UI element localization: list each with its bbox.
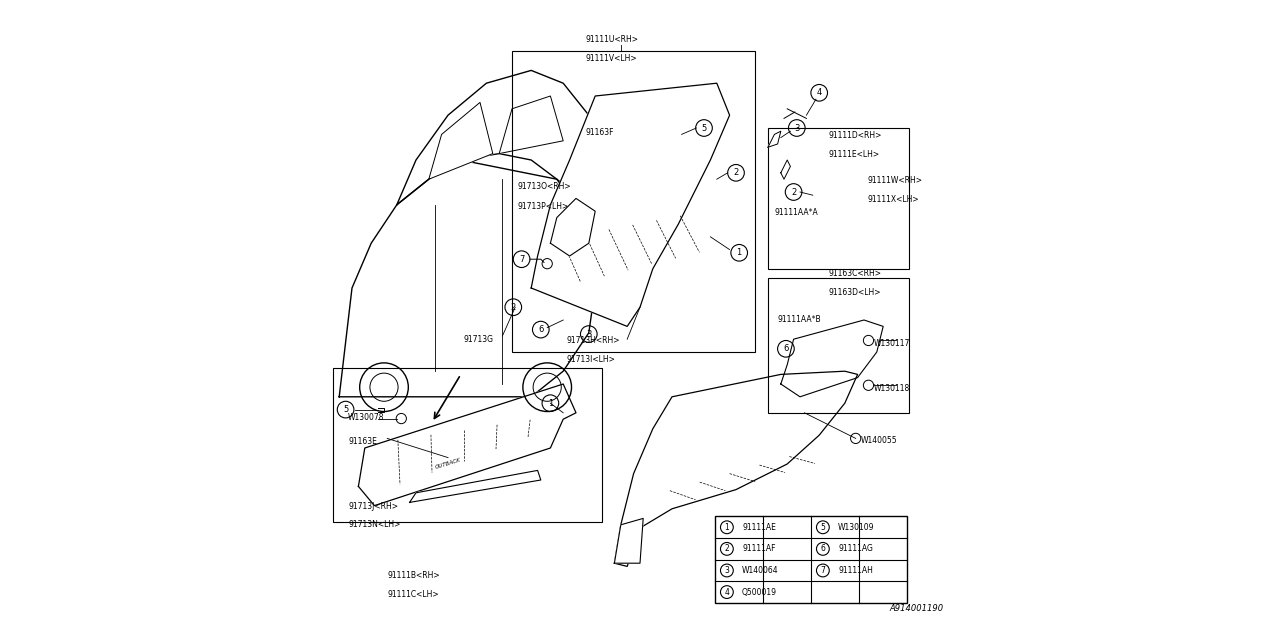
Text: 3: 3: [724, 566, 730, 575]
Polygon shape: [429, 102, 493, 179]
Text: 91111AA*B: 91111AA*B: [777, 315, 822, 324]
Bar: [768, 128, 909, 269]
Text: OUTBACK: OUTBACK: [434, 458, 462, 470]
Text: 91111C<LH>: 91111C<LH>: [387, 590, 439, 599]
Bar: [333, 368, 602, 522]
Text: 3: 3: [586, 330, 591, 339]
Text: 91111AF: 91111AF: [742, 545, 776, 554]
Polygon shape: [339, 154, 595, 397]
Text: 91713G: 91713G: [465, 335, 494, 344]
Text: 1: 1: [736, 248, 742, 257]
Text: 6: 6: [783, 344, 788, 353]
Text: W140064: W140064: [742, 566, 778, 575]
Text: 91713P<LH>: 91713P<LH>: [517, 202, 568, 211]
Text: 6: 6: [538, 325, 544, 334]
Text: 7: 7: [518, 255, 525, 264]
Polygon shape: [397, 70, 602, 205]
Text: 1: 1: [724, 523, 730, 532]
Text: 4: 4: [817, 88, 822, 97]
Text: 91163E: 91163E: [348, 437, 378, 446]
Bar: [714, 516, 906, 603]
Text: 5: 5: [820, 523, 826, 532]
Text: 5: 5: [701, 124, 707, 132]
Text: 91111W<RH>: 91111W<RH>: [868, 176, 922, 185]
Text: 91163F: 91163F: [585, 128, 614, 137]
Text: W130109: W130109: [838, 523, 874, 532]
Text: 91163D<LH>: 91163D<LH>: [829, 288, 882, 297]
Polygon shape: [768, 131, 781, 147]
Text: W130117: W130117: [874, 339, 910, 348]
Text: 91111V<LH>: 91111V<LH>: [585, 54, 637, 63]
Polygon shape: [614, 371, 858, 566]
Text: 91163C<RH>: 91163C<RH>: [829, 269, 882, 278]
Bar: [512, 51, 755, 352]
Text: 3: 3: [794, 124, 800, 132]
Bar: [768, 278, 909, 413]
Polygon shape: [531, 83, 730, 326]
Text: 1: 1: [548, 399, 553, 408]
Text: 91111AG: 91111AG: [838, 545, 873, 554]
Text: 91111X<LH>: 91111X<LH>: [868, 195, 919, 204]
Text: Q500019: Q500019: [742, 588, 777, 596]
Text: 91713O<RH>: 91713O<RH>: [517, 182, 571, 191]
Polygon shape: [550, 198, 595, 256]
Text: 4: 4: [724, 588, 730, 596]
Text: 91111AH: 91111AH: [838, 566, 873, 575]
Text: 91111AE: 91111AE: [742, 523, 776, 532]
Polygon shape: [614, 518, 644, 563]
Text: W130078: W130078: [348, 413, 385, 422]
Text: W130118: W130118: [874, 384, 910, 393]
Text: 2: 2: [724, 545, 730, 554]
Text: 2: 2: [791, 188, 796, 196]
Text: 2: 2: [733, 168, 739, 177]
Polygon shape: [781, 160, 791, 179]
Text: 6: 6: [820, 545, 826, 554]
Text: A914001190: A914001190: [890, 604, 945, 613]
Text: 91713N<LH>: 91713N<LH>: [348, 520, 401, 529]
Text: 91111E<LH>: 91111E<LH>: [829, 150, 879, 159]
Polygon shape: [499, 96, 563, 154]
Polygon shape: [781, 320, 883, 397]
Text: 91713I<LH>: 91713I<LH>: [566, 355, 616, 364]
Text: 5: 5: [343, 405, 348, 414]
Text: 7: 7: [820, 566, 826, 575]
Text: 91111D<RH>: 91111D<RH>: [829, 131, 882, 140]
Text: 2: 2: [511, 303, 516, 312]
Polygon shape: [410, 470, 540, 502]
Text: 91111B<RH>: 91111B<RH>: [387, 571, 440, 580]
Text: 91713H<RH>: 91713H<RH>: [566, 336, 620, 345]
Polygon shape: [358, 384, 576, 506]
Text: 91713J<RH>: 91713J<RH>: [348, 502, 398, 511]
Text: 91111AA*A: 91111AA*A: [774, 208, 818, 217]
Text: W140055: W140055: [860, 436, 897, 445]
Text: 91111U<RH>: 91111U<RH>: [585, 35, 639, 44]
